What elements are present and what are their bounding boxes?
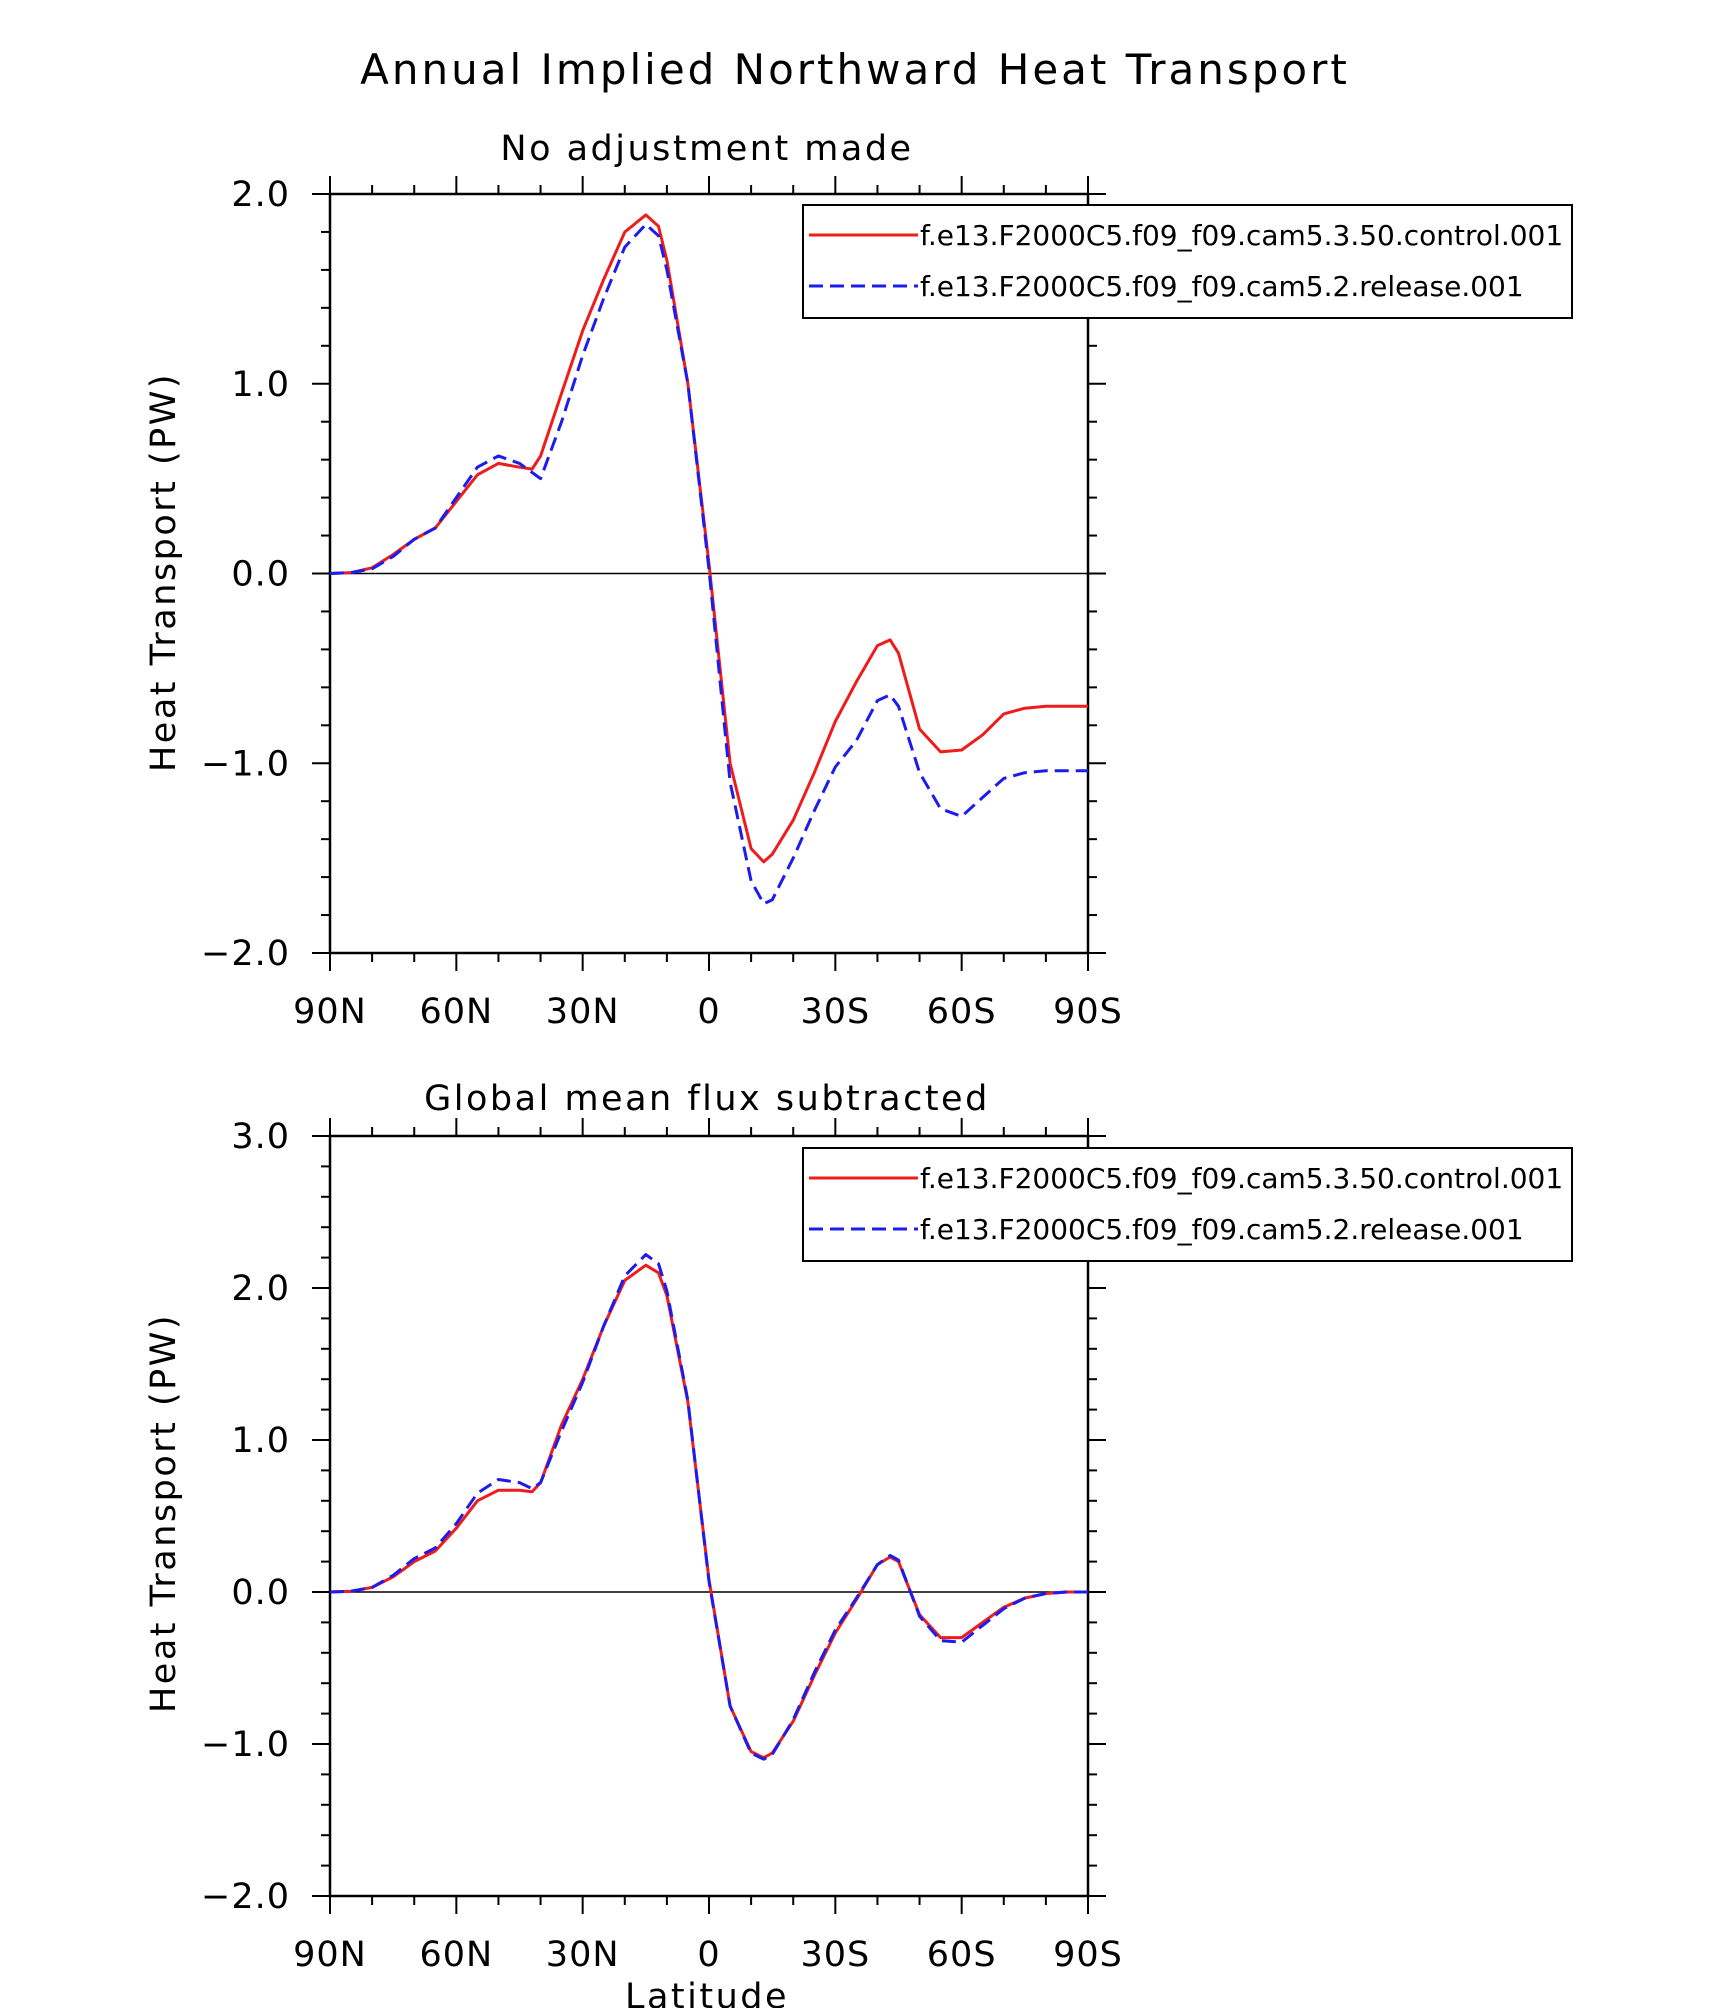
- y-tick-label: 2.0: [231, 1269, 290, 1309]
- y-axis-label: Heat Transport (PW): [144, 1313, 184, 1713]
- x-tick-label: 0: [697, 1935, 720, 1975]
- panel-no-adjustment: No adjustment made Heat Transport (PW) 2…: [144, 129, 1573, 1032]
- y-tick-label: 0.0: [231, 555, 290, 595]
- x-tick-label: 90S: [1053, 992, 1123, 1032]
- legend-box: [802, 1147, 1573, 1262]
- y-tick-label: −1.0: [201, 744, 290, 784]
- x-tick-label: 90N: [293, 992, 367, 1032]
- y-axis-label: Heat Transport (PW): [144, 372, 184, 772]
- series-line-release: [329, 222, 1088, 906]
- y-tick-label: −1.0: [201, 1725, 290, 1765]
- series-line-release: [329, 1253, 1088, 1761]
- y-tick-label: 2.0: [231, 175, 290, 215]
- y-tick-label: −2.0: [201, 934, 290, 974]
- y-tick-label: 3.0: [231, 1117, 290, 1157]
- x-tick-label: 60S: [927, 992, 997, 1032]
- legend-label: f.e13.F2000C5.f09_f09.cam5.3.50.control.…: [920, 1162, 1563, 1195]
- x-tick-label: 60N: [419, 992, 493, 1032]
- y-tick-label: 0.0: [231, 1573, 290, 1613]
- x-tick-label: 0: [697, 992, 720, 1032]
- x-axis-label: Latitude: [625, 1977, 789, 2008]
- panel-subtitle: No adjustment made: [500, 129, 913, 169]
- x-tick-label: 90S: [1053, 1935, 1123, 1975]
- legend-label: f.e13.F2000C5.f09_f09.cam5.2.release.001: [920, 1213, 1524, 1246]
- x-tick-label: 60N: [419, 1935, 493, 1975]
- x-tick-label: 90N: [293, 1935, 367, 1975]
- legend-box: [802, 204, 1573, 319]
- x-tick-label: 30S: [800, 992, 870, 1032]
- series-line-control: [329, 1263, 1088, 1760]
- y-tick-label: 1.0: [231, 365, 290, 405]
- x-tick-label: 30N: [546, 1935, 620, 1975]
- legend-label: f.e13.F2000C5.f09_f09.cam5.2.release.001: [920, 270, 1524, 303]
- panel-subtitle: Global mean flux subtracted: [424, 1079, 990, 1119]
- y-tick-label: −2.0: [201, 1877, 290, 1917]
- x-tick-label: 30S: [800, 1935, 870, 1975]
- panel-global-mean-subtracted: Global mean flux subtracted Heat Transpo…: [144, 1079, 1573, 2008]
- figure-title: Annual Implied Northward Heat Transport: [360, 45, 1350, 94]
- x-tick-label: 30N: [546, 992, 620, 1032]
- legend-label: f.e13.F2000C5.f09_f09.cam5.3.50.control.…: [920, 219, 1563, 252]
- x-tick-label: 60S: [927, 1935, 997, 1975]
- y-tick-label: 1.0: [231, 1421, 290, 1461]
